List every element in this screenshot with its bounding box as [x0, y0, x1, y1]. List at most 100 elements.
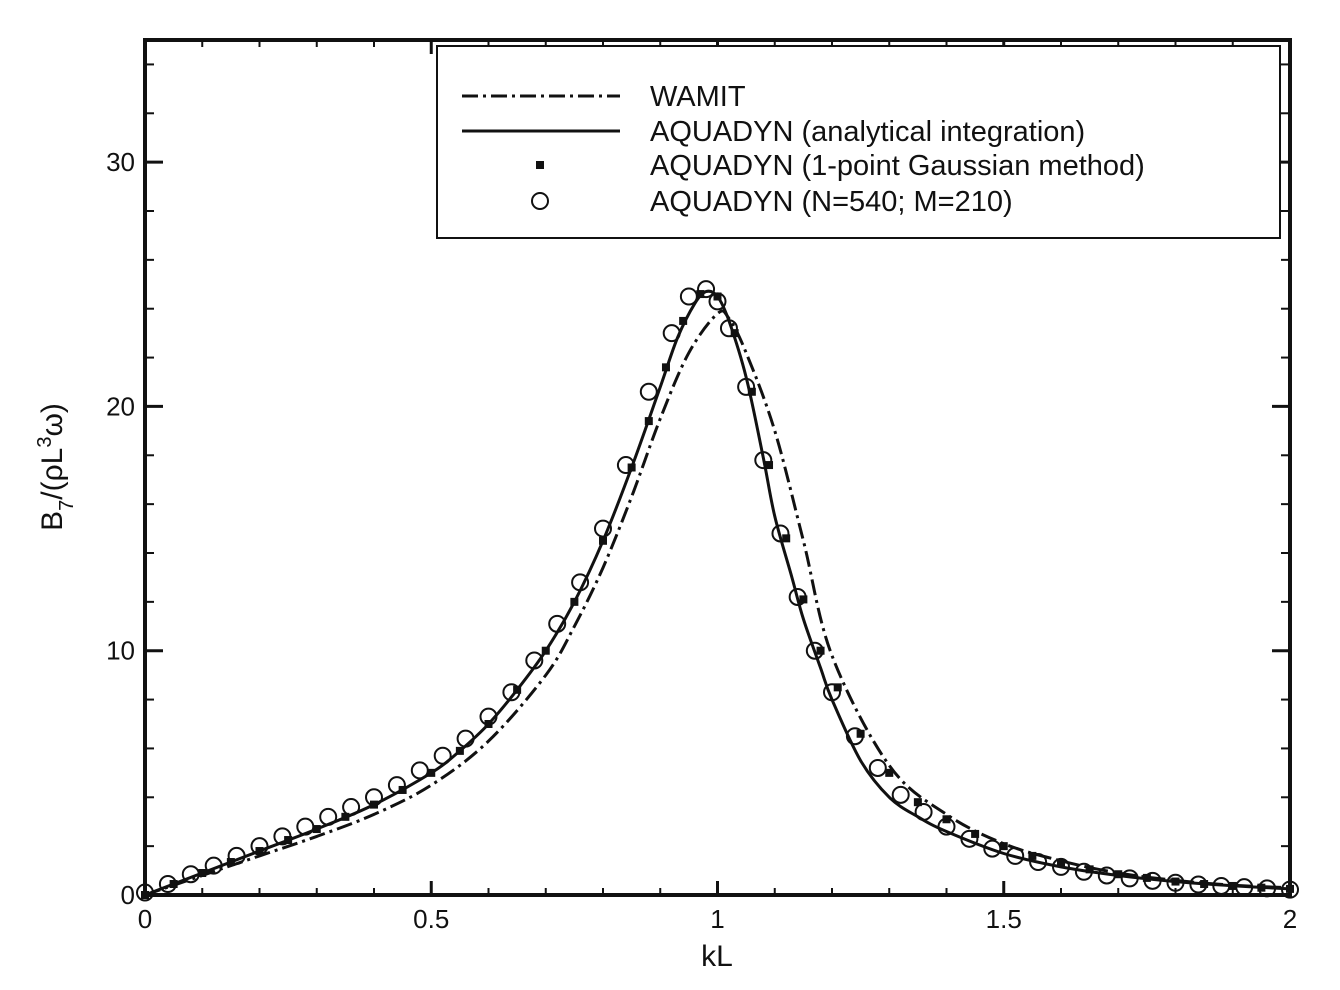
n540-point-32 [805, 641, 824, 660]
n540-point-14 [456, 729, 475, 748]
n540-point-28 [737, 377, 756, 396]
legend-swatch-n540 [531, 192, 549, 210]
gaussian-point-43 [1228, 881, 1237, 890]
n540-point-41 [1006, 846, 1025, 865]
x-tick-label-3: 1.5 [986, 904, 1022, 934]
gaussian-point-10 [427, 768, 436, 777]
n540-point-17 [525, 651, 544, 670]
x-tick-label-0: 0 [138, 904, 152, 934]
n540-point-40 [983, 839, 1002, 858]
n540-point-9 [342, 798, 361, 817]
y-tick-label-1: 10 [106, 636, 135, 666]
gaussian-point-44 [1257, 883, 1266, 892]
n540-point-27 [719, 319, 738, 338]
n540-point-33 [823, 683, 841, 702]
n540-point-18 [548, 614, 567, 633]
n540-point-49 [1189, 875, 1208, 894]
n540-point-24 [679, 287, 698, 306]
n540-point-23 [662, 324, 681, 343]
n540-point-4 [227, 846, 246, 865]
x-tick-label-1: 0.5 [413, 904, 449, 934]
n540-point-47 [1143, 871, 1162, 890]
n540-point-7 [296, 817, 315, 836]
gaussian-point-11 [455, 746, 464, 755]
gaussian-point-32 [913, 798, 922, 807]
n540-point-11 [387, 776, 406, 795]
gaussian-point-7 [341, 812, 350, 821]
n540-point-13 [433, 746, 452, 765]
n540-point-46 [1120, 869, 1139, 888]
n540-point-35 [868, 758, 887, 777]
gaussian-point-15 [570, 597, 579, 606]
n540-point-42 [1029, 853, 1048, 872]
x-axis-label: kL [701, 940, 733, 973]
n540-point-31 [788, 587, 807, 606]
y-tick-label-2: 20 [106, 391, 135, 421]
n540-point-15 [479, 707, 498, 726]
n540-point-6 [273, 827, 292, 846]
gaussian-point-1 [169, 880, 178, 889]
n540-point-36 [891, 785, 910, 804]
n540-point-30 [771, 524, 790, 543]
gaussian-point-35 [999, 842, 1008, 851]
gaussian-point-38 [1085, 865, 1094, 874]
n540-point-1 [158, 875, 177, 894]
n540-point-10 [365, 788, 383, 807]
n540-point-19 [571, 573, 590, 592]
legend: WAMIT AQUADYN (analytical integration) A… [436, 45, 1281, 239]
n540-point-39 [960, 829, 979, 848]
gaussian-point-39 [1114, 870, 1123, 879]
x-tick-label-4: 2 [1283, 904, 1297, 934]
n540-point-34 [845, 727, 864, 746]
gaussian-point-2 [198, 869, 207, 878]
gaussian-point-28 [816, 646, 825, 655]
legend-box [436, 45, 1281, 239]
n540-point-12 [410, 761, 429, 780]
legend-label-n540: AQUADYN (N=540; M=210) [650, 186, 1013, 218]
gaussian-point-4 [255, 847, 264, 856]
n540-point-38 [937, 817, 956, 836]
gaussian-point-31 [885, 768, 894, 777]
n540-point-25 [697, 280, 716, 299]
gaussian-point-18 [644, 417, 653, 426]
gaussian-point-30 [856, 729, 865, 738]
gaussian-point-14 [541, 646, 550, 655]
n540-point-29 [754, 451, 773, 470]
n540-point-8 [319, 807, 338, 826]
gaussian-point-27 [799, 595, 808, 604]
gaussian-point-20 [679, 316, 688, 325]
gaussian-point-5 [284, 836, 293, 845]
gaussian-point-37 [1057, 859, 1065, 868]
legend-swatch-gaussian [536, 161, 544, 169]
y-tick-label-0: 0 [121, 880, 135, 910]
gaussian-point-17 [627, 463, 636, 472]
legend-label-analytical: AQUADYN (analytical integration) [650, 116, 1085, 148]
n540-point-21 [616, 456, 635, 475]
n540-point-22 [639, 382, 658, 401]
gaussian-point-22 [713, 292, 722, 301]
gaussian-point-40 [1142, 873, 1151, 882]
gaussian-point-16 [599, 536, 607, 545]
n540-point-2 [181, 865, 200, 884]
n540-point-44 [1074, 862, 1093, 881]
series-layer [136, 280, 1299, 902]
n540-point-37 [914, 802, 933, 821]
y-tick-label-3: 30 [106, 147, 135, 177]
n540-point-45 [1097, 866, 1116, 885]
gaussian-point-6 [312, 825, 321, 834]
gaussian-point-41 [1171, 877, 1180, 886]
n540-point-20 [594, 519, 612, 538]
gaussian-point-13 [513, 685, 522, 694]
y-axis-label: B7/(ρL3ω) [34, 403, 78, 531]
x-tick-label-2: 1 [710, 904, 724, 934]
n540-point-5 [250, 837, 269, 856]
n540-point-3 [204, 856, 223, 875]
n540-point-26 [708, 292, 727, 311]
gaussian-point-42 [1200, 880, 1209, 889]
legend-label-gaussian: AQUADYN (1-point Gaussian method) [650, 150, 1145, 182]
n540-point-16 [502, 683, 521, 702]
gaussian-point-19 [661, 363, 670, 372]
n540-point-43 [1052, 857, 1070, 876]
